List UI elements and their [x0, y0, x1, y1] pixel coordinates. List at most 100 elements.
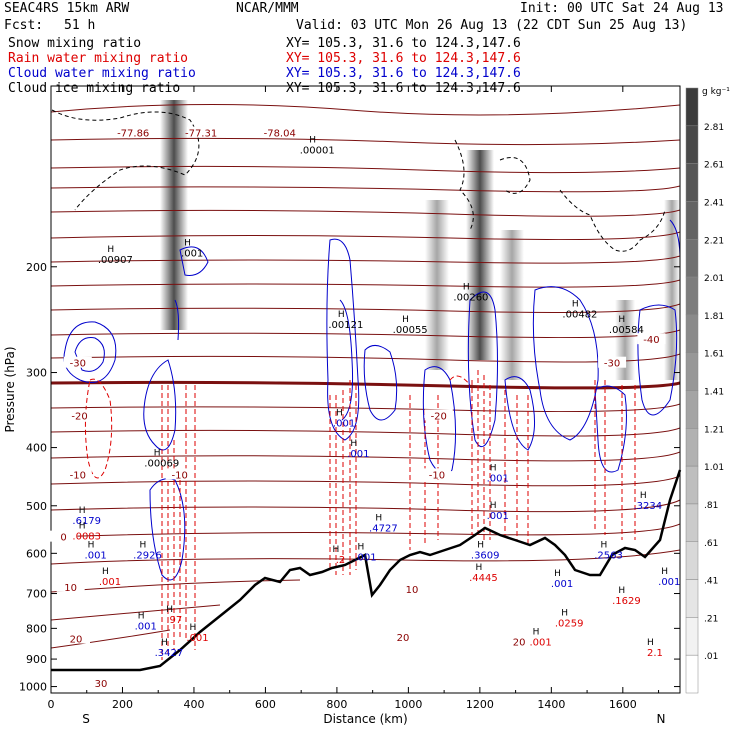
north-end-label: N — [657, 712, 666, 726]
colorbar-level-label: 1.61 — [704, 350, 724, 360]
colorbar-level-label: .81 — [704, 501, 718, 511]
max-h-marker: H — [184, 238, 191, 248]
cloud-water-contour — [504, 376, 535, 451]
max-value-label: .001 — [99, 577, 121, 588]
y-tick-label: 300 — [26, 367, 47, 380]
cloud-water-contour — [179, 246, 209, 276]
isotherm-line — [51, 523, 680, 538]
max-value-label: .00584 — [609, 325, 644, 336]
x-tick-label: 0 — [48, 698, 55, 711]
max-h-marker: H — [572, 299, 579, 309]
colorbar-swatch — [685, 617, 699, 656]
max-value-label: .001 — [186, 633, 208, 644]
isotherm-line — [51, 329, 680, 339]
max-value-label: .001 — [347, 449, 369, 460]
isotherm-line — [51, 165, 680, 174]
isotherm-line — [51, 604, 221, 621]
max-h-marker: H — [336, 409, 343, 419]
rain-water-contour — [161, 385, 196, 660]
x-axis-title: Distance (km) — [323, 712, 407, 726]
rain-water-contour — [84, 378, 113, 479]
max-h-marker: H — [309, 135, 316, 145]
temp-label-bg — [397, 582, 426, 594]
cloud-water-contour — [326, 238, 360, 441]
colorbar-level-label: 2.41 — [704, 198, 724, 208]
isotherm-line — [51, 427, 680, 437]
snow-shading-faint-1 — [425, 200, 449, 370]
max-value-label: .001 — [333, 419, 355, 430]
max-value-label: .4445 — [469, 573, 498, 584]
y-tick-label: 500 — [26, 500, 47, 513]
max-h-marker: H — [107, 245, 114, 255]
colorbar-level-label: 1.41 — [704, 388, 724, 398]
isotherm-line — [51, 303, 680, 313]
colorbar-level-label: 2.81 — [704, 123, 724, 133]
colorbar-swatch — [685, 314, 699, 353]
field-cloudwater-xy: XY= 105.3, 31.6 to 124.3,147.6 — [286, 66, 521, 81]
temperature-label: 30 — [95, 679, 108, 690]
max-value-label: .00055 — [393, 325, 428, 336]
temperature-label: -30 — [70, 359, 86, 370]
isotherm-line — [51, 255, 680, 264]
model-name: SEAC4RS 15km ARW — [4, 1, 130, 16]
cloud-water-contour — [637, 304, 678, 416]
max-h-marker: H — [358, 543, 365, 553]
max-value-label: .2926 — [133, 550, 162, 561]
max-value-label: .97 — [166, 615, 182, 626]
colorbar-level-label: 1.81 — [704, 312, 724, 322]
y-tick-label: 200 — [26, 261, 47, 274]
temp-label-bg — [63, 468, 92, 480]
field-cloudice-name: Cloud ice mixing ratio — [8, 81, 181, 96]
cloud-ice-contour — [559, 189, 666, 252]
max-value-label: .001 — [354, 553, 376, 564]
max-value-label: .0083 — [72, 531, 101, 542]
colorbar-swatch — [685, 579, 699, 618]
max-h-marker: H — [490, 501, 497, 511]
temperature-label: -20 — [71, 411, 87, 422]
colorbar-swatch — [685, 87, 699, 127]
temp-label-bg — [598, 356, 627, 368]
colorbar-swatch — [685, 654, 699, 694]
temperature-label: -78.04 — [264, 129, 296, 140]
max-h-marker: H — [161, 638, 168, 648]
max-value-label: .001 — [181, 248, 203, 259]
max-h-marker: H — [190, 623, 197, 633]
field-snow-name: Snow mixing ratio — [8, 36, 142, 51]
isotherm-line — [51, 353, 680, 363]
x-tick-label: 1400 — [537, 698, 565, 711]
y-tick-label: 700 — [26, 588, 47, 601]
rain-water-contour — [329, 380, 357, 575]
max-value-label: .3427 — [155, 648, 184, 659]
max-value-label: .2 — [336, 555, 346, 566]
cloud-ice-contour — [454, 139, 474, 231]
temp-label-bg — [63, 356, 92, 368]
max-h-marker: H — [463, 283, 470, 293]
y-tick-label: 600 — [26, 547, 47, 560]
max-h-marker: H — [102, 567, 109, 577]
forecast-label: Fcst: — [4, 18, 44, 33]
max-value-label: .2563 — [594, 550, 623, 561]
max-h-marker: H — [138, 612, 145, 622]
max-h-marker: H — [139, 540, 146, 550]
temperature-label: -77.31 — [185, 129, 217, 140]
cloud-water-contour — [174, 299, 180, 341]
max-value-label: .001 — [658, 577, 680, 588]
colorbar-swatch — [685, 390, 699, 429]
temperature-label: 10 — [406, 585, 419, 596]
field-rain-xy: XY= 105.3, 31.6 to 124.3,147.6 — [286, 51, 521, 66]
cloud-water-contour — [363, 345, 398, 421]
colorbar-level-label: 1.21 — [704, 425, 724, 435]
max-h-marker: H — [640, 491, 647, 501]
y-tick-label: 400 — [26, 442, 47, 455]
max-h-marker: H — [561, 608, 568, 618]
temp-label-bg — [389, 630, 418, 642]
max-value-label: .001 — [85, 550, 107, 561]
init-time: Init: 00 UTC Sat 24 Aug 13 — [520, 1, 724, 16]
temperature-label: -10 — [171, 470, 187, 481]
temp-label-bg — [56, 580, 85, 592]
y-tick-label: 800 — [26, 622, 47, 635]
temperature-label: -20 — [431, 411, 447, 422]
max-h-marker: H — [661, 567, 668, 577]
colorbar-level-label: 1.01 — [704, 463, 724, 473]
